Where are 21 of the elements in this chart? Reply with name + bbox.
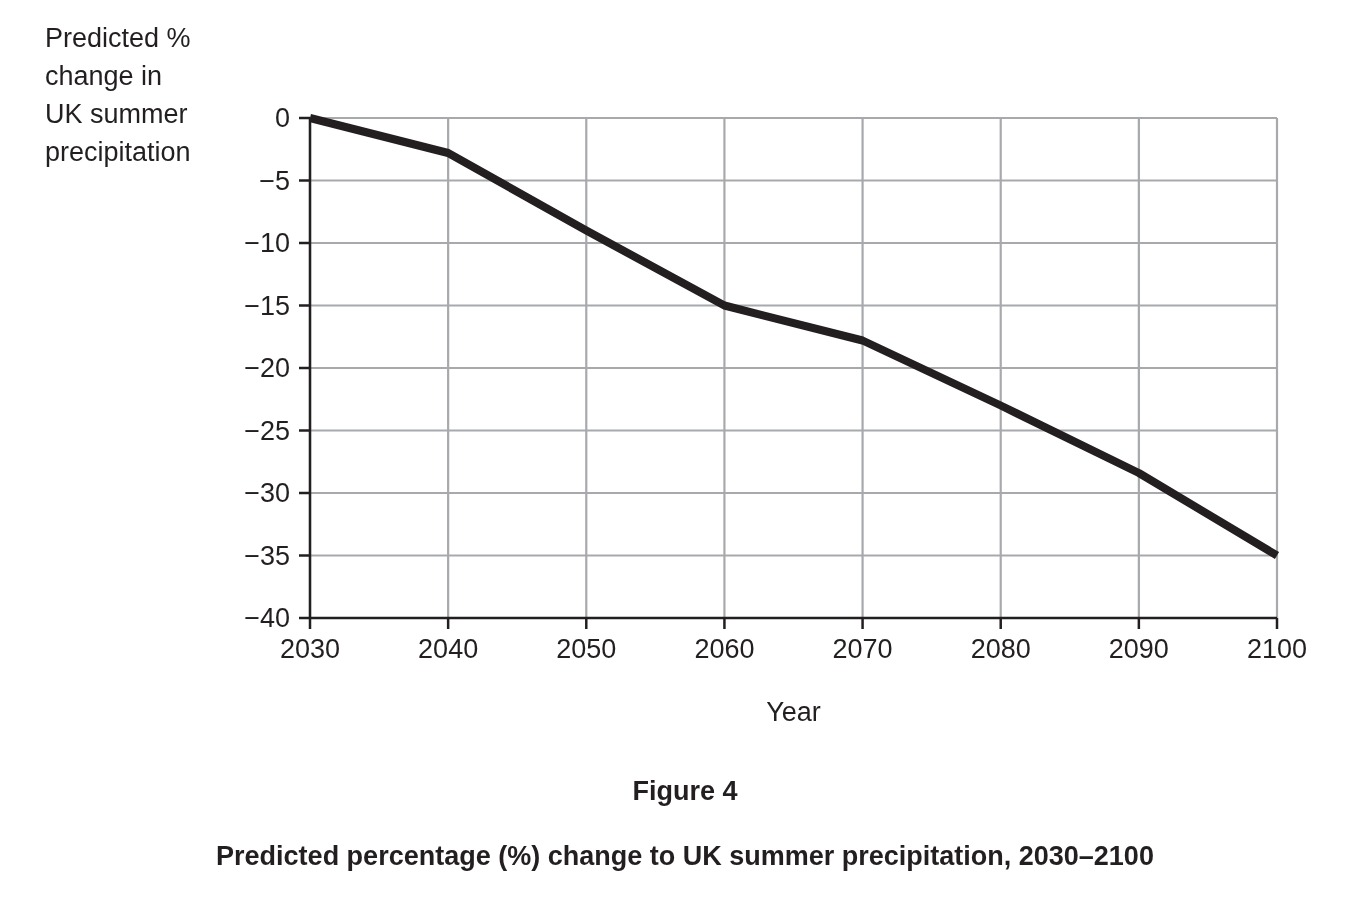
text: Figure 4	[632, 776, 738, 806]
y-tick-label: −35	[244, 540, 290, 571]
y-tick-label: −15	[244, 290, 290, 321]
y-tick-label: −20	[244, 353, 290, 384]
y-tick-label: −25	[244, 415, 290, 446]
x-tick-label: 2100	[1246, 634, 1308, 664]
y-tick-label: −10	[244, 228, 290, 259]
x-tick-label: 2070	[832, 634, 893, 664]
x-axis-title: Year	[766, 697, 821, 727]
y-tick-label: −5	[259, 165, 290, 196]
y-tick-label: 0	[274, 103, 290, 134]
y-tick-label: −30	[244, 478, 290, 509]
y-axis-title: Predicted % change in UK summer precipitation	[45, 23, 191, 167]
x-tick-label: 2030	[279, 634, 341, 664]
x-tick-label: 2040	[418, 634, 479, 664]
y-tick-label: −40	[244, 603, 290, 634]
x-tick-label: 2080	[970, 634, 1031, 664]
x-tick-label: 2060	[694, 634, 755, 664]
x-tick-label: 2090	[1108, 634, 1169, 664]
x-tick-label: 2050	[556, 634, 617, 664]
text: Predicted percentage (%) change to UK summer precipitation, 2030–2100	[216, 841, 1154, 871]
